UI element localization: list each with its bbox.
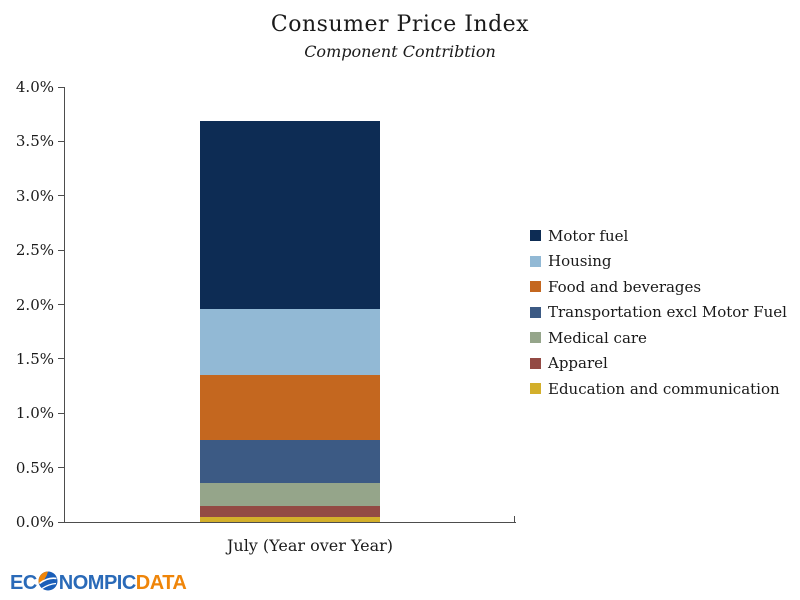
- legend: Motor fuel Housing Food and beverages Trans…: [530, 223, 798, 402]
- x-axis-line: [64, 522, 516, 523]
- legend-swatch-icon: [530, 332, 541, 344]
- y-tick-label: 1.5%: [15, 349, 54, 368]
- legend-swatch-icon: [530, 306, 541, 318]
- legend-item: Apparel: [530, 351, 798, 377]
- x-axis-category-label: July (Year over Year): [226, 536, 394, 555]
- y-tick-label: 1.0%: [15, 404, 54, 423]
- stacked-bar: [200, 120, 380, 522]
- logo-text-ec: EC: [10, 571, 37, 594]
- legend-label: Housing: [548, 252, 612, 271]
- legend-swatch-icon: [530, 230, 541, 242]
- legend-swatch-icon: [530, 357, 541, 369]
- y-tick-label: 3.5%: [15, 132, 54, 151]
- legend-label: Transportation excl Motor Fuel: [548, 303, 787, 322]
- y-tick-label: 0.5%: [15, 458, 54, 477]
- y-tick-label: 3.0%: [15, 186, 54, 205]
- bar-segment: [200, 505, 380, 517]
- legend-label: Motor fuel: [548, 226, 629, 245]
- bar-segment: [200, 308, 380, 376]
- y-tick-mark: [58, 140, 65, 142]
- chart-subtitle: Component Contribtion: [304, 42, 496, 61]
- bar-segment: [200, 516, 380, 522]
- chart-title: Consumer Price Index: [270, 12, 530, 37]
- legend-item: Education and communication: [530, 376, 798, 402]
- legend-swatch-icon: [530, 255, 541, 267]
- bar-segment: [200, 120, 380, 309]
- y-tick-mark: [58, 86, 65, 88]
- y-tick-mark: [58, 195, 65, 197]
- bar-segment: [200, 440, 380, 483]
- site-logo: EC NOMPIC DATA: [10, 570, 187, 597]
- logo-text-nompic: NOMPIC: [58, 571, 137, 594]
- logo-text-data: DATA: [135, 571, 187, 594]
- y-tick-mark: [58, 412, 65, 414]
- y-tick-mark: [58, 521, 65, 523]
- globe-icon: [38, 571, 58, 597]
- x-axis-end-tick: [514, 516, 515, 522]
- legend-label: Apparel: [548, 354, 608, 373]
- y-tick-mark: [58, 304, 65, 305]
- legend-swatch-icon: [530, 383, 541, 395]
- y-tick-label: 2.0%: [15, 295, 54, 314]
- legend-item: Food and beverages: [530, 274, 798, 300]
- y-tick-mark: [58, 358, 65, 360]
- bar-segment: [200, 482, 380, 506]
- y-tick-label: 2.5%: [15, 241, 54, 260]
- y-tick-label: 0.0%: [15, 513, 54, 531]
- y-axis-line: [64, 87, 65, 523]
- legend-label: Education and communication: [548, 379, 780, 398]
- legend-item: Transportation excl Motor Fuel: [530, 300, 798, 326]
- legend-label: Food and beverages: [548, 277, 702, 296]
- legend-item: Housing: [530, 249, 798, 275]
- legend-swatch-icon: [530, 281, 541, 293]
- y-tick-mark: [58, 249, 65, 251]
- legend-item: Motor fuel: [530, 223, 798, 249]
- bar-segment: [200, 375, 380, 441]
- legend-item: Medical care: [530, 325, 798, 351]
- legend-label: Medical care: [548, 328, 647, 347]
- y-tick-label: 4.0%: [15, 78, 54, 96]
- y-tick-mark: [58, 467, 65, 469]
